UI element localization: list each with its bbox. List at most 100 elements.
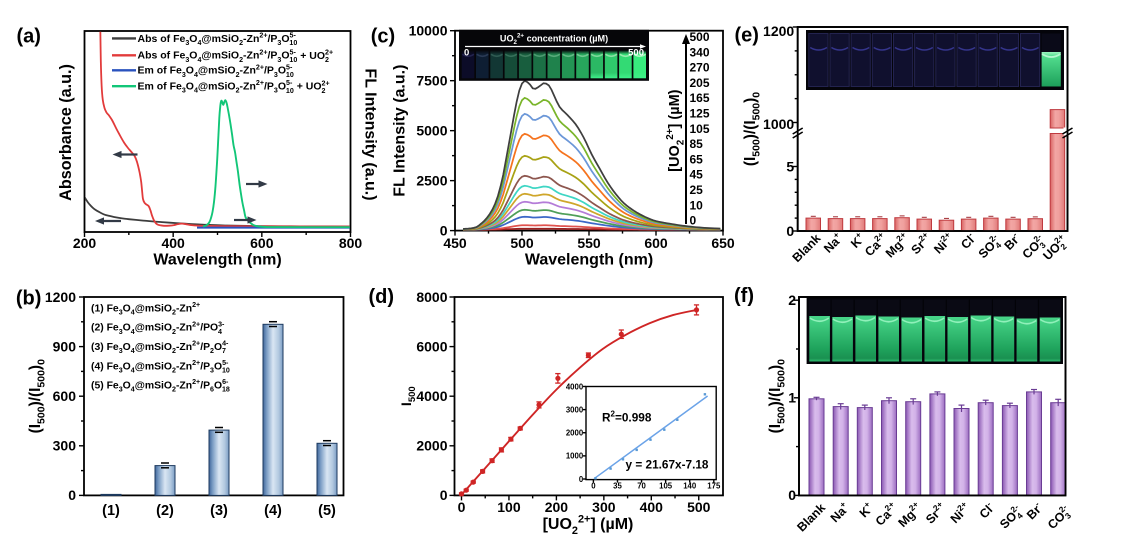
svg-text:300: 300 bbox=[592, 499, 616, 515]
svg-text:Abs of Fe3O4@mSiO2-Zn2+/P3O5-1: Abs of Fe3O4@mSiO2-Zn2+/P3O5-10 + UO2+ 2 bbox=[138, 48, 334, 64]
svg-text:(a): (a) bbox=[17, 26, 41, 48]
svg-text:100: 100 bbox=[497, 499, 521, 515]
svg-text:650: 650 bbox=[711, 235, 735, 251]
svg-text:0: 0 bbox=[68, 487, 76, 503]
svg-text:600: 600 bbox=[53, 388, 77, 404]
svg-text:(I500)/(I500)0: (I500)/(I500)0 bbox=[27, 359, 48, 433]
svg-text:8000: 8000 bbox=[416, 289, 447, 305]
svg-text:(4): (4) bbox=[264, 503, 282, 519]
svg-text:2: 2 bbox=[788, 292, 796, 308]
svg-text:500: 500 bbox=[687, 499, 711, 515]
svg-text:(1) Fe3O4@mSiO2-Zn2+: (1) Fe3O4@mSiO2-Zn2+ bbox=[91, 301, 200, 317]
svg-text:Wavelength (nm): Wavelength (nm) bbox=[525, 252, 653, 269]
svg-text:(5): (5) bbox=[318, 503, 336, 519]
svg-text:0: 0 bbox=[440, 222, 448, 238]
svg-text:0: 0 bbox=[788, 487, 796, 503]
svg-text:(2) Fe3O4@mSiO2-Zn2+/PO3-4: (2) Fe3O4@mSiO2-Zn2+/PO3-4 bbox=[91, 320, 225, 336]
svg-text:4000: 4000 bbox=[566, 382, 584, 391]
svg-text:1: 1 bbox=[788, 390, 796, 406]
svg-text:125: 125 bbox=[690, 107, 710, 121]
svg-text:0: 0 bbox=[786, 223, 794, 239]
svg-text:0: 0 bbox=[579, 475, 584, 484]
svg-text:85: 85 bbox=[690, 137, 704, 151]
svg-text:1000: 1000 bbox=[566, 452, 584, 461]
svg-text:1200: 1200 bbox=[45, 289, 76, 305]
svg-text:Wavelength (nm): Wavelength (nm) bbox=[153, 252, 281, 269]
svg-text:5: 5 bbox=[786, 158, 794, 174]
svg-text:(I500)/(I500)0: (I500)/(I500)0 bbox=[767, 359, 788, 433]
svg-text:(d): (d) bbox=[369, 286, 395, 308]
svg-text:165: 165 bbox=[690, 91, 710, 105]
svg-text:10: 10 bbox=[690, 198, 704, 212]
svg-text:500: 500 bbox=[510, 235, 534, 251]
svg-text:(2): (2) bbox=[156, 503, 174, 519]
svg-text:(3): (3) bbox=[210, 503, 228, 519]
svg-text:140: 140 bbox=[683, 482, 697, 491]
svg-text:105: 105 bbox=[659, 482, 673, 491]
svg-text:205: 205 bbox=[690, 76, 710, 90]
svg-text:900: 900 bbox=[53, 338, 77, 354]
svg-text:Cl-: Cl- bbox=[957, 230, 979, 252]
svg-text:10000: 10000 bbox=[409, 23, 448, 39]
svg-text:0: 0 bbox=[464, 48, 469, 59]
svg-text:0: 0 bbox=[458, 499, 466, 515]
svg-text:(4) Fe3O4@mSiO2-Zn2+/P3O5-10: (4) Fe3O4@mSiO2-Zn2+/P3O5-10 bbox=[91, 359, 230, 375]
svg-text:(c): (c) bbox=[371, 25, 395, 47]
svg-text:Ni2+: Ni2+ bbox=[930, 230, 957, 257]
svg-text:FL Intensity (a.u.): FL Intensity (a.u.) bbox=[392, 65, 409, 197]
svg-text:270: 270 bbox=[690, 61, 710, 75]
svg-text:R2=0.998: R2=0.998 bbox=[602, 410, 652, 425]
svg-text:Em of Fe3O4@mSiO2-Zn2+/P3O5-10: Em of Fe3O4@mSiO2-Zn2+/P3O5-10 bbox=[138, 63, 294, 79]
svg-text:(1): (1) bbox=[102, 503, 120, 519]
svg-text:340: 340 bbox=[690, 45, 710, 59]
svg-text:5000: 5000 bbox=[416, 122, 447, 138]
svg-text:2000: 2000 bbox=[416, 438, 447, 454]
svg-text:I500: I500 bbox=[398, 386, 418, 406]
svg-text:UO22+ concentration (µM): UO22+ concentration (µM) bbox=[500, 33, 608, 47]
svg-text:0: 0 bbox=[690, 214, 697, 228]
svg-text:7500: 7500 bbox=[416, 72, 447, 88]
svg-text:0: 0 bbox=[440, 487, 448, 503]
svg-text:500: 500 bbox=[690, 30, 710, 44]
svg-text:(b): (b) bbox=[16, 288, 42, 310]
svg-text:1000: 1000 bbox=[763, 116, 794, 132]
svg-text:600: 600 bbox=[250, 235, 274, 251]
svg-text:2500: 2500 bbox=[416, 172, 447, 188]
svg-text:800: 800 bbox=[339, 235, 363, 251]
svg-text:25: 25 bbox=[690, 183, 704, 197]
svg-text:400: 400 bbox=[161, 235, 185, 251]
svg-text:3000: 3000 bbox=[566, 405, 584, 414]
svg-text:450: 450 bbox=[443, 235, 467, 251]
svg-text:1200: 1200 bbox=[763, 23, 794, 39]
svg-text:70: 70 bbox=[637, 482, 646, 491]
svg-text:(I500)/(I500)0: (I500)/(I500)0 bbox=[742, 92, 763, 166]
svg-text:[UO22+] (µM): [UO22+] (µM) bbox=[543, 513, 634, 537]
svg-text:Br-: Br- bbox=[1000, 230, 1023, 253]
svg-text:175: 175 bbox=[707, 482, 721, 491]
svg-text:500: 500 bbox=[628, 48, 644, 59]
svg-text:6000: 6000 bbox=[416, 338, 447, 354]
svg-text:(e): (e) bbox=[735, 25, 759, 47]
svg-text:Absorbance (a.u.): Absorbance (a.u.) bbox=[57, 64, 75, 201]
svg-text:Br-: Br- bbox=[1022, 499, 1045, 522]
svg-text:[UO22+] (µM): [UO22+] (µM) bbox=[665, 89, 686, 171]
svg-text:Cl-: Cl- bbox=[975, 499, 997, 521]
svg-text:300: 300 bbox=[53, 438, 77, 454]
svg-text:Abs of Fe3O4@mSiO2-Zn2+/P3O5-1: Abs of Fe3O4@mSiO2-Zn2+/P3O5-10 bbox=[138, 31, 298, 47]
svg-text:600: 600 bbox=[644, 235, 668, 251]
svg-text:4000: 4000 bbox=[416, 388, 447, 404]
svg-text:45: 45 bbox=[690, 168, 704, 182]
svg-text:65: 65 bbox=[690, 152, 704, 166]
svg-text:550: 550 bbox=[577, 235, 601, 251]
svg-text:35: 35 bbox=[613, 482, 622, 491]
svg-text:200: 200 bbox=[73, 235, 97, 251]
svg-text:105: 105 bbox=[690, 122, 710, 136]
svg-text:(3) Fe3O4@mSiO2-Zn2+/P2O4-7: (3) Fe3O4@mSiO2-Zn2+/P2O4-7 bbox=[91, 340, 229, 356]
svg-text:(f): (f) bbox=[734, 285, 754, 307]
svg-text:y = 21.67x-7.18: y = 21.67x-7.18 bbox=[626, 458, 709, 472]
svg-text:0: 0 bbox=[591, 482, 596, 491]
svg-text:400: 400 bbox=[640, 499, 664, 515]
svg-text:(5) Fe3O4@mSiO2-Zn2+/P6O6-18: (5) Fe3O4@mSiO2-Zn2+/P6O6-18 bbox=[91, 378, 230, 394]
svg-text:2000: 2000 bbox=[566, 429, 584, 438]
svg-text:Em of Fe3O4@mSiO2-Zn2+/P3O5-10: Em of Fe3O4@mSiO2-Zn2+/P3O5-10 + UO2+ 2 bbox=[138, 79, 330, 95]
